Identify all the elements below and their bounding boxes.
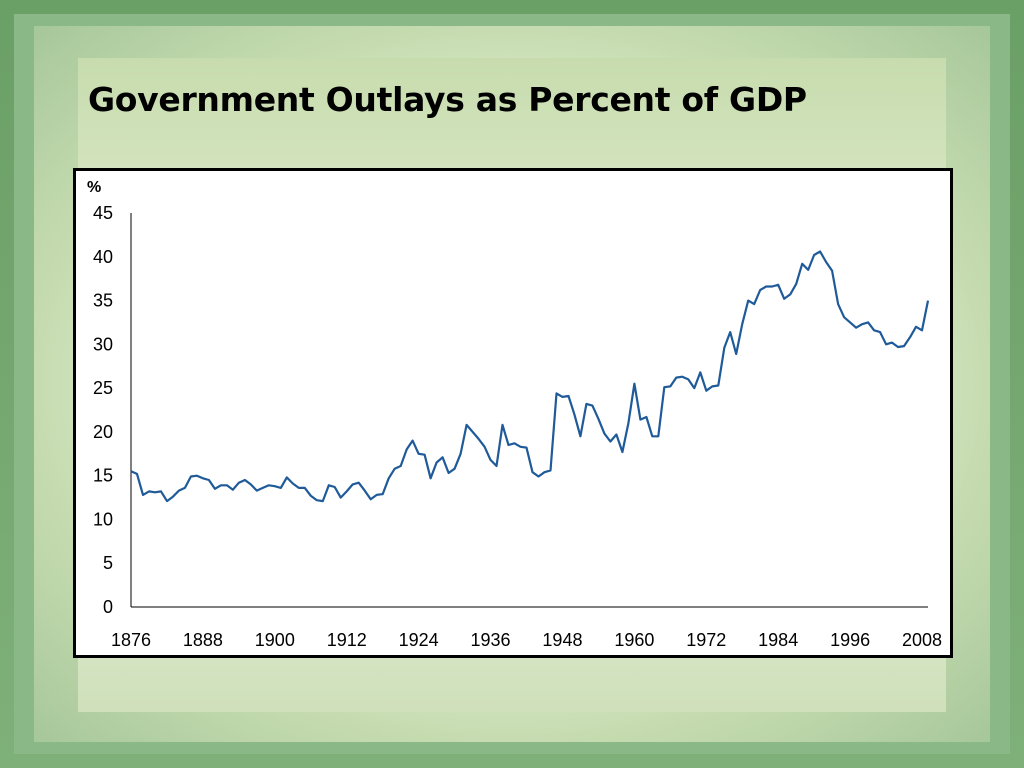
x-tick-label: 1888 — [183, 630, 223, 650]
x-tick-label: 1984 — [758, 630, 798, 650]
y-tick-label: 30 — [93, 334, 113, 354]
chart-container: % 0 5 10 15 20 25 30 35 40 45 1876 1888 1900 1912 192… — [73, 168, 953, 658]
x-tick-label: 1924 — [399, 630, 439, 650]
y-tick-label: 5 — [103, 553, 113, 573]
y-tick-label: 45 — [93, 203, 113, 223]
x-tick-label: 2008 — [902, 630, 942, 650]
y-axis-unit-label: % — [87, 179, 101, 196]
x-tick-label: 1960 — [614, 630, 654, 650]
y-tick-label: 0 — [103, 597, 113, 617]
line-chart: % 0 5 10 15 20 25 30 35 40 45 1876 1888 1900 1912 192… — [87, 179, 942, 650]
x-tick-label: 1876 — [111, 630, 151, 650]
y-tick-label: 25 — [93, 378, 113, 398]
y-tick-label: 20 — [93, 422, 113, 442]
y-tick-label: 40 — [93, 247, 113, 267]
x-tick-label: 1972 — [686, 630, 726, 650]
x-tick-label: 1996 — [830, 630, 870, 650]
y-tick-label: 15 — [93, 466, 113, 486]
y-tick-label: 10 — [93, 509, 113, 529]
slide-title: Government Outlays as Percent of GDP — [88, 80, 807, 119]
y-tick-label: 35 — [93, 291, 113, 311]
x-tick-label: 1912 — [327, 630, 367, 650]
x-tick-label: 1948 — [542, 630, 582, 650]
series-line — [130, 250, 930, 503]
x-tick-label: 1900 — [255, 630, 295, 650]
x-tick-label: 1936 — [471, 630, 511, 650]
